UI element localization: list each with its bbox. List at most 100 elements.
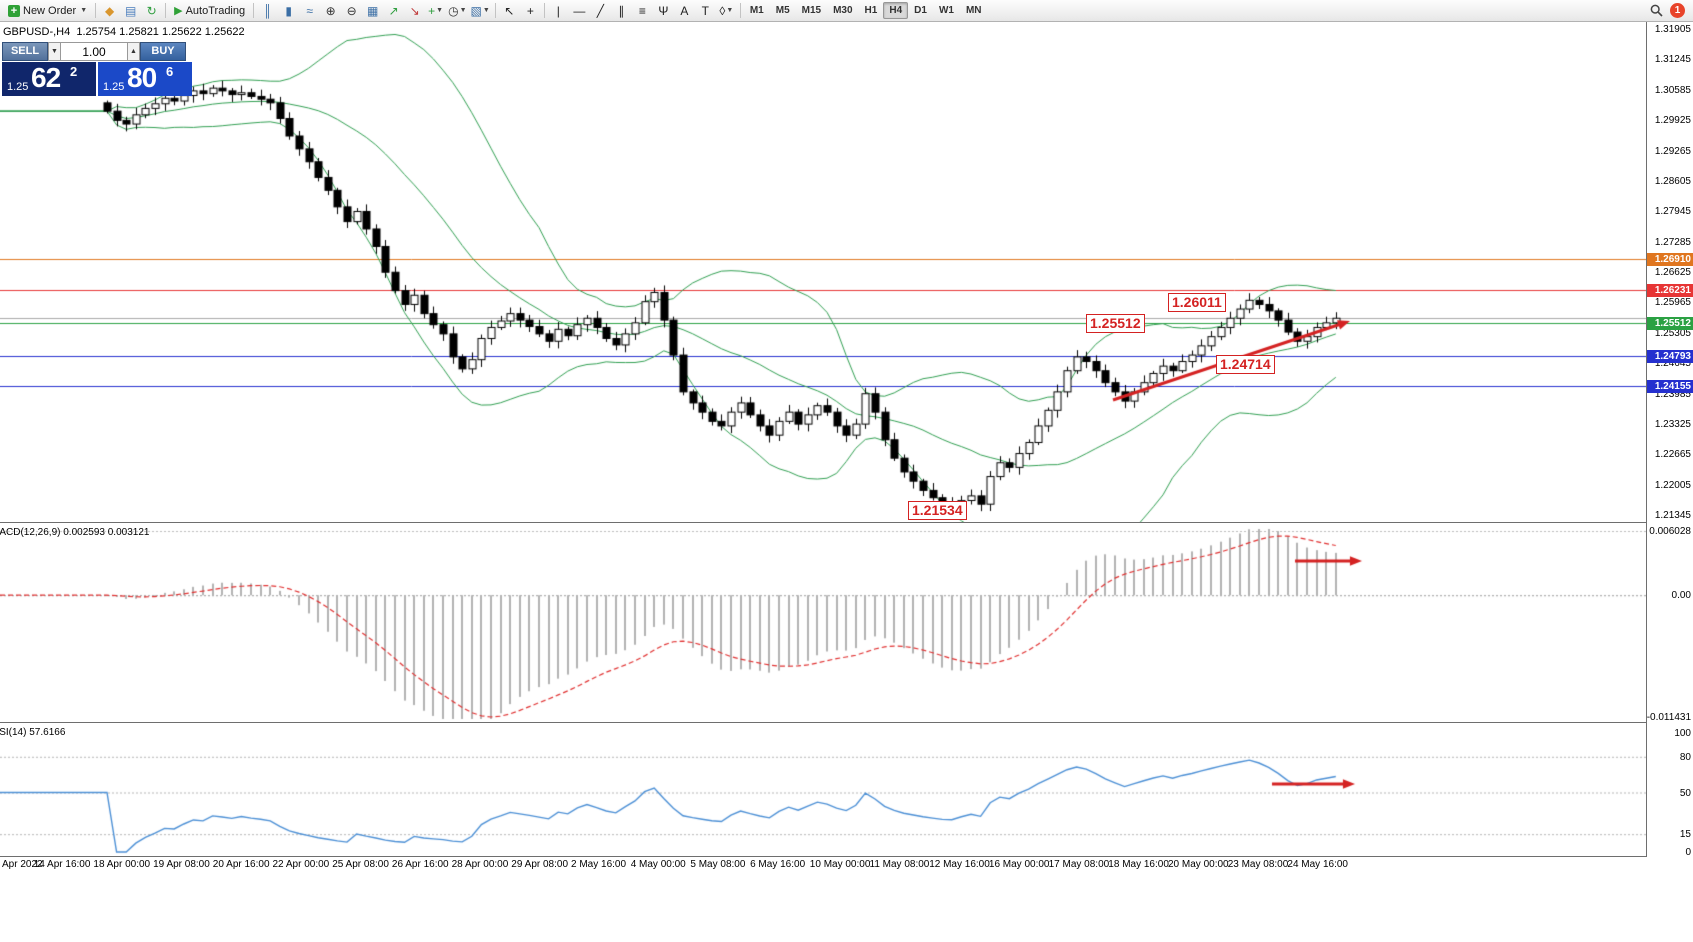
panel-divider[interactable] xyxy=(0,522,1693,523)
time-label: 17 May 08:00 xyxy=(1048,859,1110,870)
macd-label: MACD(12,26,9) 0.002593 0.003121 xyxy=(0,527,150,538)
panel-divider[interactable] xyxy=(0,856,1693,857)
refresh-icon[interactable]: ↻ xyxy=(141,1,162,21)
time-label: 2 May 16:00 xyxy=(571,859,627,870)
indicator-list-icon[interactable]: ↘ xyxy=(404,1,425,21)
price-tick: 1.27285 xyxy=(1654,236,1691,248)
price-tick: 1.30585 xyxy=(1654,84,1691,96)
rsi-indicator-canvas[interactable] xyxy=(0,723,1646,856)
horizontal-line-icon[interactable]: — xyxy=(569,1,590,21)
label-icon: T xyxy=(701,3,709,18)
buy-button[interactable]: BUY xyxy=(140,42,186,61)
line-chart-icon[interactable]: ≈ xyxy=(299,1,320,21)
time-label: 25 Apr 08:00 xyxy=(332,859,389,870)
label-icon[interactable]: T xyxy=(695,1,716,21)
new-order-button[interactable]: + New Order ▼ xyxy=(3,1,92,21)
horizontal-line-icon: — xyxy=(573,3,586,18)
market-icon[interactable]: ◆ xyxy=(99,1,120,21)
fibonacci-icon[interactable]: ≡ xyxy=(632,1,653,21)
crosshair-icon[interactable]: + xyxy=(520,1,541,21)
time-axis[interactable]: Apr 2022 14 Apr 16:00 18 Apr 00:00 19 Apr 0… xyxy=(0,857,1646,873)
autotrading-button[interactable]: ▶ AutoTrading xyxy=(169,1,250,21)
new-chart-icon[interactable]: + ▼ xyxy=(425,1,446,21)
vertical-line-icon: | xyxy=(556,3,560,18)
timeframe-mn[interactable]: MN xyxy=(965,5,982,16)
vertical-line-icon[interactable]: | xyxy=(548,1,569,21)
tile-windows-icon[interactable]: ▦ xyxy=(362,1,383,21)
zoom-out-icon: ⊖ xyxy=(346,3,357,18)
pitchfork-icon[interactable]: Ψ xyxy=(653,1,674,21)
rsi-label: RSI(14) 57.6166 xyxy=(0,727,66,738)
rsi-scale-tick: 15 xyxy=(1679,829,1691,841)
ask-big-digits: 80 xyxy=(127,62,157,93)
toolbar-separator xyxy=(494,3,496,18)
timeframe-m15[interactable]: M15 xyxy=(801,5,822,16)
volume-down-button[interactable]: ▼ xyxy=(48,42,61,61)
time-label: 14 Apr 16:00 xyxy=(33,859,91,870)
price-tick: 1.23985 xyxy=(1654,388,1691,400)
price-chart-canvas[interactable] xyxy=(0,22,1646,522)
timeframe-d1[interactable]: D1 xyxy=(914,5,927,16)
price-annotation[interactable]: 1.25512 xyxy=(1086,314,1145,333)
zoom-in-icon[interactable]: ⊕ xyxy=(320,1,341,21)
time-label: 6 May 16:00 xyxy=(750,859,806,870)
timeframe-h1[interactable]: H1 xyxy=(864,5,878,16)
toolbar-separator xyxy=(95,3,97,18)
autotrading-label: AutoTrading xyxy=(185,4,246,17)
time-label: 12 May 16:00 xyxy=(929,859,990,870)
zoom-out-icon[interactable]: ⊖ xyxy=(341,1,362,21)
bar-chart-icon: ║ xyxy=(263,3,272,18)
volume-input[interactable] xyxy=(61,42,127,61)
timeframe-m1[interactable]: M1 xyxy=(749,5,764,16)
price-annotation[interactable]: 1.26011 xyxy=(1168,293,1226,312)
shapes-icon[interactable]: ◊ ▼ xyxy=(716,1,737,21)
templates-icon[interactable]: ▧ ▼ xyxy=(469,1,492,21)
print-icon: ▤ xyxy=(124,3,137,18)
line-chart-icon: ≈ xyxy=(306,3,313,18)
chevron-down-icon: ▼ xyxy=(482,7,490,14)
templates-icon: ▧ xyxy=(470,3,482,18)
periodicity-icon: ◷ xyxy=(448,3,459,18)
timeframe-m30[interactable]: M30 xyxy=(833,5,853,16)
timeframe-m5[interactable]: M5 xyxy=(775,5,790,16)
crosshair-icon: + xyxy=(526,3,534,18)
price-tick: 1.22005 xyxy=(1654,479,1691,491)
notification-badge[interactable]: 1 xyxy=(1670,3,1685,18)
macd-scale-tick: 0.00 xyxy=(1671,590,1691,602)
toolbar-separator xyxy=(739,3,741,18)
volume-up-button[interactable]: ▲ xyxy=(127,42,140,61)
price-level-badge: 1.24155 xyxy=(1647,379,1693,393)
ask-pip-digit: 6 xyxy=(166,64,174,79)
time-label: 18 Apr 00:00 xyxy=(93,859,151,870)
price-tick: 1.25305 xyxy=(1654,327,1691,339)
print-icon[interactable]: ▤ xyxy=(120,1,141,21)
market-icon: ◆ xyxy=(105,3,115,18)
time-label: 26 Apr 16:00 xyxy=(391,859,449,870)
macd-scale-tick: -0.011431 xyxy=(1646,712,1691,723)
search-icon[interactable] xyxy=(1650,4,1663,17)
channel-icon[interactable]: ∥ xyxy=(611,1,632,21)
price-level-badge: 1.26231 xyxy=(1647,284,1693,298)
price-annotation[interactable]: 1.21534 xyxy=(908,501,967,520)
bid-price[interactable]: 1.25 62 2 xyxy=(2,62,96,96)
candlestick-chart-icon[interactable]: ▮ xyxy=(278,1,299,21)
trendline-icon[interactable]: ╱ xyxy=(590,1,611,21)
bar-chart-icon[interactable]: ║ xyxy=(257,1,278,21)
bid-big-digits: 62 xyxy=(31,62,61,93)
shapes-icon: ◊ xyxy=(719,3,726,18)
price-scale[interactable]: 1.31905 1.31245 1.30585 1.29925 1.29265 1.286… xyxy=(1646,22,1693,858)
timeframe-h4[interactable]: H4 xyxy=(883,2,909,19)
toolbar-separator xyxy=(165,3,167,18)
time-label: 22 Apr 00:00 xyxy=(272,859,330,870)
periodicity-icon[interactable]: ◷ ▼ xyxy=(446,1,468,21)
ask-price[interactable]: 1.25 80 6 xyxy=(98,62,192,96)
sell-button[interactable]: SELL xyxy=(2,42,48,61)
text-icon[interactable]: A xyxy=(674,1,695,21)
indicators-icon[interactable]: ↗ xyxy=(383,1,404,21)
macd-indicator-canvas[interactable] xyxy=(0,523,1646,721)
cursor-icon[interactable]: ↖ xyxy=(499,1,520,21)
price-tick: 1.29925 xyxy=(1654,115,1691,127)
timeframe-w1[interactable]: W1 xyxy=(938,5,954,16)
panel-divider[interactable] xyxy=(0,722,1693,723)
price-annotation[interactable]: 1.24714 xyxy=(1216,355,1275,374)
